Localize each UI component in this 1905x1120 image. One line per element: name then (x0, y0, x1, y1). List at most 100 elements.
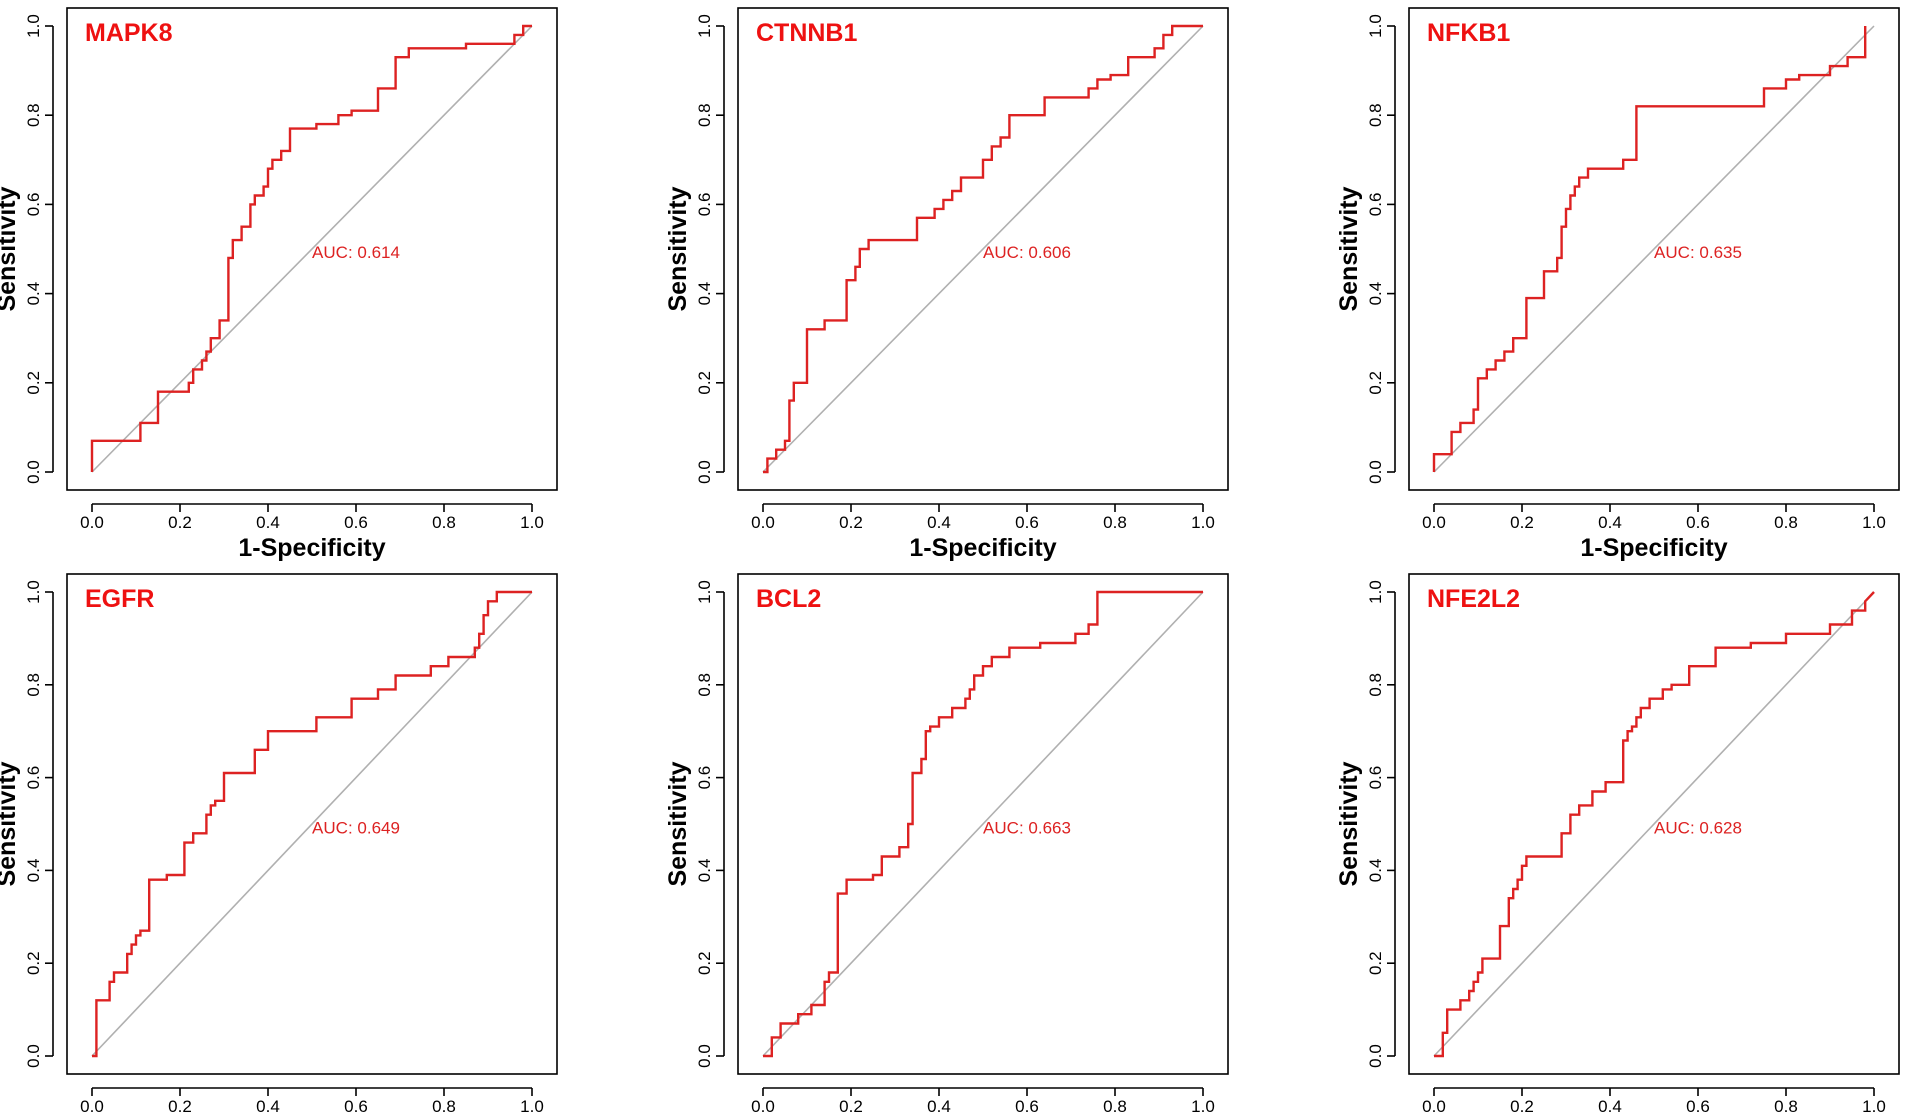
roc-panel-mapk8: 0.0 0.2 0.4 0.6 0.8 1.0 0.0 0.2 0.4 0.6 0.8 1.0 1-Sp… (0, 7, 558, 562)
plot-frame (1408, 573, 1900, 1075)
y-tick-label: 0.2 (1366, 951, 1385, 975)
y-tick-label: 0.0 (1366, 460, 1385, 484)
y-tick-label: 0.6 (24, 766, 43, 790)
y-axis-title: Sensitivity (1335, 761, 1363, 886)
gene-title: BCL2 (756, 585, 821, 613)
x-tick-label: 0.4 (256, 513, 280, 532)
roc-panel-nfkb1: 0.0 0.2 0.4 0.6 0.8 1.0 0.0 0.2 0.4 0.6 0.8 1.0 1-Sp… (1335, 7, 1900, 562)
auc-label: AUC: 0.635 (1654, 243, 1742, 262)
plot-frame (66, 7, 558, 491)
x-tick-label: 1.0 (520, 1097, 544, 1116)
y-tick-label: 0.0 (695, 1044, 714, 1068)
y-tick-label: 0.0 (24, 460, 43, 484)
roc-curve (763, 24, 1203, 474)
x-tick-label: 0.8 (1774, 513, 1798, 532)
plot-frame (1408, 7, 1900, 491)
reference-diagonal (1433, 591, 1875, 1057)
y-tick-label: 0.4 (695, 859, 714, 883)
x-tick-label: 0.4 (927, 513, 951, 532)
x-tick-label: 0.4 (1598, 1097, 1622, 1116)
x-tick-label: 0.0 (80, 513, 104, 532)
y-axis-title: Sensitivity (1335, 186, 1363, 311)
y-tick-label: 0.0 (24, 1044, 43, 1068)
gene-title: EGFR (85, 585, 154, 613)
y-tick-label: 0.0 (695, 460, 714, 484)
x-tick-label: 0.0 (1422, 1097, 1446, 1116)
y-tick-label: 0.8 (1366, 103, 1385, 127)
plot-frame (737, 7, 1229, 491)
y-axis-title: Sensitivity (664, 761, 692, 886)
x-tick-label: 1.0 (1862, 1097, 1886, 1116)
x-tick-label: 0.2 (168, 513, 192, 532)
x-tick-label: 0.4 (927, 1097, 951, 1116)
y-tick-label: 1.0 (1366, 14, 1385, 38)
y-tick-label: 0.8 (695, 673, 714, 697)
y-tick-label: 1.0 (695, 580, 714, 604)
x-tick-label: 1.0 (520, 513, 544, 532)
y-axis-title: Sensitivity (0, 761, 21, 886)
x-axis-title: 1-Specificity (238, 1118, 385, 1120)
x-tick-label: 0.6 (1015, 513, 1039, 532)
x-tick-label: 0.4 (256, 1097, 280, 1116)
x-tick-label: 0.8 (432, 1097, 456, 1116)
auc-label: AUC: 0.614 (312, 243, 400, 262)
x-tick-label: 0.6 (1686, 513, 1710, 532)
x-tick-label: 1.0 (1191, 1097, 1215, 1116)
y-tick-label: 0.4 (1366, 859, 1385, 883)
reference-diagonal (1433, 25, 1875, 473)
y-tick-label: 0.8 (695, 103, 714, 127)
plot-frame (66, 573, 558, 1075)
auc-label: AUC: 0.606 (983, 243, 1071, 262)
gene-title: NFKB1 (1427, 19, 1510, 47)
gene-title: MAPK8 (85, 19, 173, 47)
auc-label: AUC: 0.628 (1654, 818, 1742, 837)
y-tick-label: 1.0 (695, 14, 714, 38)
reference-diagonal (762, 25, 1204, 473)
gene-title: NFE2L2 (1427, 585, 1520, 613)
y-tick-label: 0.2 (695, 371, 714, 395)
y-tick-label: 0.8 (24, 103, 43, 127)
x-tick-label: 0.8 (1103, 513, 1127, 532)
y-tick-label: 0.8 (1366, 673, 1385, 697)
y-tick-label: 0.2 (695, 951, 714, 975)
y-tick-label: 0.6 (1366, 766, 1385, 790)
x-axis-title: 1-Specificity (1580, 534, 1727, 562)
y-tick-label: 0.4 (695, 282, 714, 306)
roc-panel-egfr: 0.0 0.2 0.4 0.6 0.8 1.0 0.0 0.2 0.4 0.6 0.8 1.0 1-Sp… (0, 573, 558, 1120)
y-tick-label: 0.8 (24, 673, 43, 697)
y-tick-label: 0.6 (1366, 193, 1385, 217)
y-tick-label: 0.2 (24, 371, 43, 395)
x-tick-label: 0.6 (1686, 1097, 1710, 1116)
x-tick-label: 0.0 (80, 1097, 104, 1116)
roc-curve (92, 590, 532, 1058)
y-tick-label: 0.0 (1366, 1044, 1385, 1068)
x-tick-label: 0.8 (432, 513, 456, 532)
gene-title: CTNNB1 (756, 19, 857, 47)
y-tick-label: 0.4 (24, 282, 43, 306)
roc-panel-bcl2: 0.0 0.2 0.4 0.6 0.8 1.0 0.0 0.2 0.4 0.6 0.8 1.0 1-Sp… (664, 573, 1229, 1120)
auc-label: AUC: 0.649 (312, 818, 400, 837)
x-tick-label: 0.8 (1103, 1097, 1127, 1116)
y-tick-label: 1.0 (1366, 580, 1385, 604)
auc-label: AUC: 0.663 (983, 818, 1071, 837)
x-axis-title: 1-Specificity (909, 534, 1056, 562)
x-tick-label: 0.0 (1422, 513, 1446, 532)
x-tick-label: 0.2 (1510, 1097, 1534, 1116)
y-tick-label: 1.0 (24, 580, 43, 604)
x-tick-label: 0.0 (751, 1097, 775, 1116)
x-tick-label: 0.6 (344, 1097, 368, 1116)
reference-diagonal (91, 25, 533, 473)
x-axis-title: 1-Specificity (238, 534, 385, 562)
y-tick-label: 0.6 (695, 193, 714, 217)
x-tick-label: 0.8 (1774, 1097, 1798, 1116)
x-axis-title: 1-Specificity (1580, 1118, 1727, 1120)
y-tick-label: 1.0 (24, 14, 43, 38)
roc-curve (1434, 591, 1875, 1058)
x-tick-label: 0.2 (839, 513, 863, 532)
y-tick-label: 0.2 (24, 951, 43, 975)
roc-curve (90, 24, 532, 472)
y-tick-label: 0.6 (695, 766, 714, 790)
roc-curve (763, 590, 1203, 1058)
plot-frame (737, 573, 1229, 1075)
